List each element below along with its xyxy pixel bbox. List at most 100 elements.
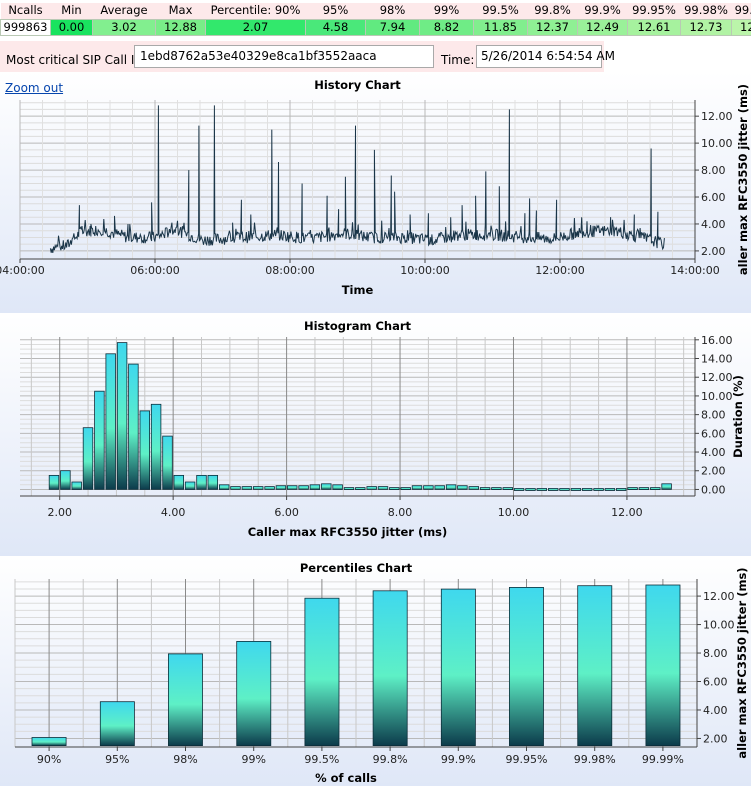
histogram-bar — [355, 487, 366, 491]
histogram-bar — [264, 486, 275, 490]
y-tick-label: 12.00 — [701, 110, 733, 123]
y-tick-label: 10.00 — [703, 619, 735, 632]
stats-value-cell: 12.73 — [680, 18, 732, 36]
histogram-bar — [434, 485, 445, 490]
y-tick-label: 12.00 — [703, 590, 735, 603]
time-field[interactable]: 5/26/2014 6:54:54 AM — [476, 45, 615, 68]
stats-header-cell: 98% — [365, 3, 420, 19]
percentile-bar — [645, 584, 681, 747]
stats-header-cell: 99.99% — [731, 3, 751, 19]
histogram-bar — [116, 342, 128, 490]
histogram-bar — [82, 427, 94, 490]
stats-header-cell: 99.95% — [627, 3, 681, 19]
histogram-bar — [502, 487, 514, 491]
histogram-bar — [309, 484, 321, 490]
stats-value-cell: 12.37 — [527, 18, 578, 36]
y-tick-label: 14.00 — [701, 353, 733, 366]
x-tick-label: 99.95% — [506, 753, 548, 766]
x-tick-label: 99.8% — [373, 753, 408, 766]
y-axis-label: Duration (%) — [731, 375, 745, 458]
histogram-bar — [559, 488, 570, 491]
stats-header-cell: 99.8% — [527, 3, 578, 19]
x-tick-label: 99.5% — [304, 753, 339, 766]
histogram-chart-panel: Histogram Chart 2.00 4.00 6.00 8.00 10.00 12.0… — [0, 315, 751, 556]
chart-title: Percentiles Chart — [300, 561, 413, 575]
percentile-bar — [99, 701, 135, 746]
histogram-bar — [298, 485, 309, 490]
histogram-bar — [400, 487, 411, 491]
histogram-bar — [332, 484, 343, 490]
stats-header-cell: 99% — [419, 3, 474, 19]
histogram-bar — [139, 410, 151, 490]
histogram-bar — [479, 487, 491, 491]
histogram-bar — [548, 488, 559, 491]
y-tick-label: 6.00 — [701, 191, 726, 204]
x-tick-label: 90% — [37, 753, 61, 766]
stats-header-cell: Ncalls — [0, 3, 51, 19]
histogram-bar — [389, 487, 400, 491]
histogram-bar — [423, 485, 434, 490]
stats-header-cell: Max — [155, 3, 206, 19]
x-tick-label: 12.00 — [611, 506, 643, 519]
histogram-bar — [71, 481, 82, 490]
chart-title: Histogram Chart — [304, 319, 412, 333]
stats-header-cell: Percentile: 90% — [205, 3, 306, 19]
histogram-bar — [150, 403, 162, 490]
y-tick-label: 16.00 — [701, 334, 733, 347]
histogram-bar — [48, 474, 60, 490]
stats-header-cell: 99.98% — [680, 3, 732, 19]
histogram-bar — [60, 470, 71, 490]
y-tick-label: 8.00 — [701, 164, 726, 177]
histogram-bar — [321, 483, 332, 490]
y-tick-label: 4.00 — [701, 446, 726, 459]
percentile-bar — [508, 586, 544, 746]
y-tick-label: 10.00 — [701, 137, 733, 150]
stats-value-cell: 3.02 — [92, 18, 156, 36]
percentile-bar — [304, 597, 340, 746]
stats-value-cell: 4.58 — [305, 18, 366, 36]
zoom-out-link[interactable]: Zoom out — [5, 81, 64, 95]
histogram-bar — [468, 486, 480, 490]
stats-value-cell: 7.94 — [365, 18, 420, 36]
y-tick-label: 2.00 — [703, 732, 728, 745]
histogram-bar — [94, 390, 105, 490]
percentiles-chart-panel: Percentiles Chart 90% 95% 98% 99% 99.5% 99.8% 9… — [0, 557, 751, 786]
histogram-bar — [525, 488, 536, 491]
stats-value-cell: 11.85 — [473, 18, 528, 36]
x-tick-label: 06:00:00 — [130, 264, 179, 277]
histogram-bar — [207, 474, 219, 490]
histogram-bar — [173, 474, 185, 490]
y-tick-label: 6.00 — [703, 676, 728, 689]
histogram-bar — [377, 486, 389, 490]
percentile-bar — [31, 737, 67, 747]
histogram-bar — [162, 435, 173, 490]
stats-value-cell: 12.49 — [577, 18, 628, 36]
y-tick-label: 0.00 — [701, 483, 726, 496]
histogram-bar — [616, 488, 627, 491]
critical-call-row: Most critical SIP Call ID: 1ebd8762a53e4… — [0, 41, 615, 72]
histogram-bar — [627, 487, 638, 491]
histogram-bar — [230, 486, 241, 490]
stats-value-cell: 2.07 — [205, 18, 306, 36]
percentiles-chart: Percentiles Chart 90% 95% 98% 99% 99.5% 99.8% 9… — [0, 557, 751, 786]
history-chart-panel: History Chart 04:00:00 06:00:00 08:00:00 10:… — [0, 72, 751, 313]
x-tick-label: 12:00:00 — [535, 264, 584, 277]
x-axis-label: % of calls — [315, 771, 377, 785]
x-tick-label: 99% — [241, 753, 265, 766]
histogram-bar — [252, 486, 264, 490]
y-tick-label: 6.00 — [701, 427, 726, 440]
histogram-bar — [536, 488, 548, 491]
stats-value-cell: 8.82 — [419, 18, 474, 36]
histogram-bar — [457, 485, 468, 490]
y-tick-label: 8.00 — [703, 647, 728, 660]
x-tick-label: 8.00 — [388, 506, 413, 519]
stats-value-cell: 12.61 — [627, 18, 681, 36]
x-tick-label: 6.00 — [274, 506, 299, 519]
x-tick-label: 95% — [105, 753, 129, 766]
stats-header-cell: 99.5% — [473, 3, 528, 19]
stats-value-cell: 0.00 — [50, 18, 93, 36]
stats-value-cell: 999863 — [0, 18, 51, 36]
sip-call-id-field[interactable]: 1ebd8762a53e40329e8ca1bf3552aaca — [134, 45, 434, 68]
chart-title: History Chart — [314, 78, 401, 92]
stats-header-cell: Average — [92, 3, 156, 19]
